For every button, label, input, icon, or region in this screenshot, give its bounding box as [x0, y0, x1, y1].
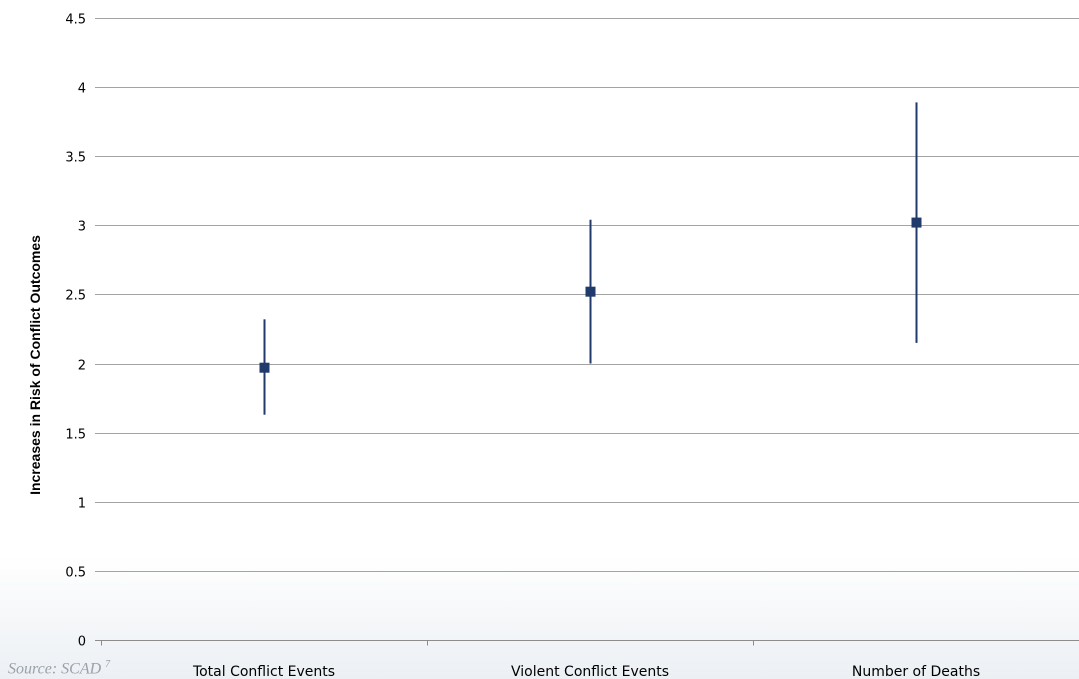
y-tick-label: 0.5: [65, 566, 86, 581]
y-tick-label: 2.5: [65, 289, 86, 304]
y-tick-labels: 0 0.5 1 1.5 2 2.5 3 3.5 4 4.5: [65, 13, 86, 650]
source-text: Source: SCAD: [8, 660, 102, 678]
data-point-3: [911, 217, 922, 228]
x-tick-label: Violent Conflict Events: [511, 664, 669, 679]
gridlines: [95, 18, 1079, 572]
data-point-2: [585, 286, 596, 297]
y-tick-label: 1.5: [65, 428, 86, 443]
data-marks: [259, 102, 922, 415]
y-tick-label: 1: [78, 497, 86, 512]
x-tick-label: Number of Deaths: [852, 664, 980, 679]
y-tick-label: 4: [78, 82, 86, 97]
x-tick-label: Total Conflict Events: [192, 664, 335, 679]
y-tick-label: 2: [78, 359, 86, 374]
data-point-1: [259, 362, 270, 373]
y-tick-label: 0: [78, 635, 86, 650]
x-tick-labels: Total Conflict Events Violent Conflict Ev…: [192, 664, 980, 679]
y-tick-label: 3.5: [65, 151, 86, 166]
y-tick-label: 3: [78, 220, 86, 235]
y-tick-label: 4.5: [65, 13, 86, 28]
source-note: Source: SCAD 7: [8, 659, 110, 678]
y-axis-label: Increases in Risk of Conflict Outcomes: [27, 235, 43, 495]
source-footnote: 7: [105, 659, 111, 670]
x-axis: [95, 640, 1079, 646]
footer-fade-background: [0, 555, 1079, 679]
